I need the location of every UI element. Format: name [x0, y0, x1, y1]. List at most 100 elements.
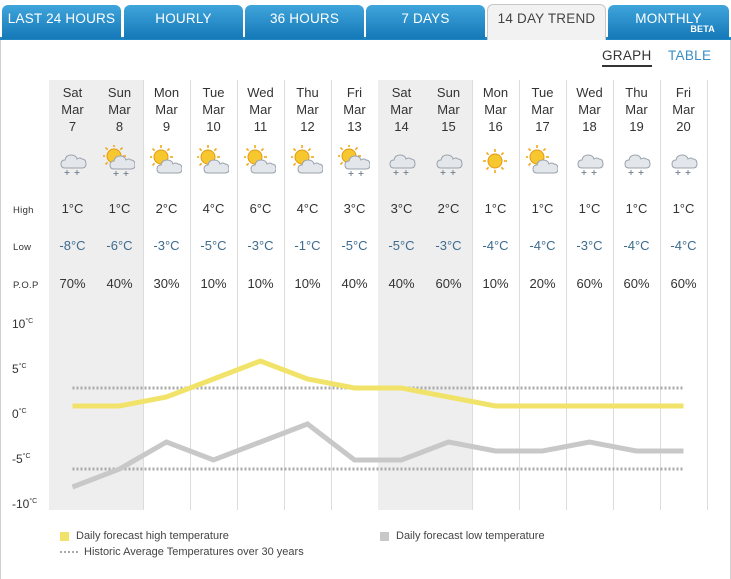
column-divider	[519, 80, 520, 510]
day-month: Mar	[672, 102, 695, 117]
sun-cloud-icon	[525, 145, 559, 177]
high-row-label: High	[13, 205, 34, 216]
day-header: Thu Mar 19	[614, 84, 660, 135]
low-value: -4°C	[529, 238, 556, 253]
day-month: Mar	[202, 102, 225, 117]
legend-average: Historic Average Temperatures over 30 ye…	[60, 546, 304, 558]
sun-icon	[479, 145, 511, 177]
day-month: Mar	[390, 102, 413, 117]
sun-cloud-icon	[196, 145, 230, 177]
day-month: Mar	[296, 102, 319, 117]
day-month: Mar	[343, 102, 366, 117]
y-tick-label: -5°C	[12, 452, 31, 466]
cloud-snow-icon	[620, 145, 652, 177]
high-value: 1°C	[578, 201, 601, 216]
day-date: 16	[488, 119, 503, 134]
tab-7-days[interactable]: 7 DAYS	[366, 5, 485, 39]
cloud-snow-icon	[667, 145, 699, 177]
y-tick-unit: °C	[29, 498, 38, 505]
day-month: Mar	[625, 102, 648, 117]
day-dow: Fri	[346, 85, 363, 100]
low-value: -4°C	[623, 238, 650, 253]
high-value: 1°C	[531, 201, 554, 216]
table-view-button[interactable]: TABLE	[668, 48, 712, 63]
day-month: Mar	[531, 102, 554, 117]
cloud-snow-icon	[432, 145, 464, 177]
low-value: -4°C	[482, 238, 509, 253]
day-dow: Thu	[296, 85, 319, 100]
tab-last-24-hours[interactable]: LAST 24 HOURS	[2, 5, 121, 39]
y-tick-unit: °C	[25, 318, 34, 325]
day-date: 17	[535, 119, 550, 134]
day-dow: Mon	[482, 85, 509, 100]
day-date: 18	[582, 119, 597, 134]
legend-high-label: Daily forecast high temperature	[76, 530, 229, 542]
column-divider	[566, 80, 567, 510]
day-header: Wed Mar 11	[238, 84, 284, 135]
day-date: 12	[300, 119, 315, 134]
legend-low-swatch	[380, 531, 389, 541]
day-header: Fri Mar 20	[661, 84, 707, 135]
pop-value: 70%	[59, 276, 86, 291]
day-header: Sun Mar 15	[426, 84, 472, 135]
tab-monthly[interactable]: MONTHLY BETA	[608, 5, 729, 39]
graph-view-button[interactable]: GRAPH	[602, 48, 652, 67]
day-month: Mar	[61, 102, 84, 117]
y-tick-value: 5	[12, 362, 19, 376]
day-date: 14	[394, 119, 409, 134]
low-value: -3°C	[435, 238, 462, 253]
pop-value: 40%	[388, 276, 415, 291]
pop-value: 10%	[482, 276, 509, 291]
y-tick-unit: °C	[18, 408, 27, 415]
day-header: Tue Mar 17	[520, 84, 566, 135]
column-divider	[472, 80, 473, 510]
day-header: Fri Mar 13	[332, 84, 378, 135]
day-dow: Wed	[576, 85, 603, 100]
column-divider	[331, 80, 332, 510]
day-month: Mar	[249, 102, 272, 117]
low-value: -5°C	[341, 238, 368, 253]
pop-value: 10%	[200, 276, 227, 291]
day-dow: Sat	[62, 85, 83, 100]
day-header: Mon Mar 9	[144, 84, 190, 135]
pop-value: 10%	[294, 276, 321, 291]
high-value: 1°C	[625, 201, 648, 216]
day-dow: Tue	[202, 85, 225, 100]
day-dow: Wed	[247, 85, 274, 100]
low-value: -1°C	[294, 238, 321, 253]
tab-36-hours[interactable]: 36 HOURS	[245, 5, 364, 39]
y-tick-value: -5	[12, 452, 23, 466]
high-value: 1°C	[672, 201, 695, 216]
day-date: 8	[115, 119, 124, 134]
tab-bar: LAST 24 HOURS HOURLY 36 HOURS 7 DAYS 14 …	[0, 0, 731, 40]
y-tick-value: 0	[12, 407, 19, 421]
day-dow: Fri	[675, 85, 692, 100]
day-dow: Tue	[531, 85, 554, 100]
pop-value: 40%	[106, 276, 133, 291]
beta-badge: BETA	[690, 24, 715, 34]
cloud-snow-icon	[385, 145, 417, 177]
day-date: 13	[347, 119, 362, 134]
day-dow: Sun	[107, 85, 132, 100]
sun-cloud-icon	[149, 145, 183, 177]
tab-14-day-trend[interactable]: 14 DAY TREND	[487, 4, 606, 40]
cloud-snow-icon	[573, 145, 605, 177]
low-value: -3°C	[153, 238, 180, 253]
pop-value: 60%	[623, 276, 650, 291]
low-value: -6°C	[106, 238, 133, 253]
high-value: 6°C	[249, 201, 272, 216]
column-divider	[284, 80, 285, 510]
day-date: 20	[676, 119, 691, 134]
day-date: 19	[629, 119, 644, 134]
high-value: 2°C	[437, 201, 460, 216]
legend-low: Daily forecast low temperature	[380, 530, 545, 542]
y-tick-label: -10°C	[12, 497, 37, 511]
legend-high: Daily forecast high temperature	[60, 530, 229, 542]
sun-cloud-snow-icon	[337, 144, 371, 177]
day-header: Sun Mar 8	[97, 84, 143, 135]
day-dow: Sat	[391, 85, 412, 100]
pop-value: 10%	[247, 276, 274, 291]
column-divider	[660, 80, 661, 510]
day-month: Mar	[155, 102, 178, 117]
tab-hourly[interactable]: HOURLY	[124, 5, 243, 39]
